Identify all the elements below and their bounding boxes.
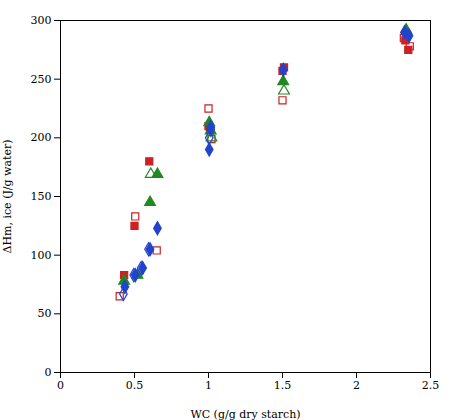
svg-text:1.5: 1.5: [274, 379, 292, 392]
svg-text:300: 300: [31, 14, 52, 27]
svg-text:1: 1: [205, 379, 212, 392]
svg-text:2.5: 2.5: [422, 379, 440, 392]
svg-text:250: 250: [31, 73, 52, 86]
svg-text:100: 100: [31, 249, 52, 262]
svg-text:150: 150: [31, 190, 52, 203]
svg-text:ΔHm, ice (J/g water): ΔHm, ice (J/g water): [1, 139, 14, 253]
svg-text:0: 0: [45, 366, 52, 379]
svg-text:2: 2: [353, 379, 360, 392]
svg-text:0: 0: [57, 379, 64, 392]
svg-text:WC (g/g dry starch): WC (g/g dry starch): [190, 408, 300, 420]
svg-text:200: 200: [31, 131, 52, 144]
svg-text:50: 50: [38, 307, 52, 320]
svg-text:0.5: 0.5: [126, 379, 144, 392]
